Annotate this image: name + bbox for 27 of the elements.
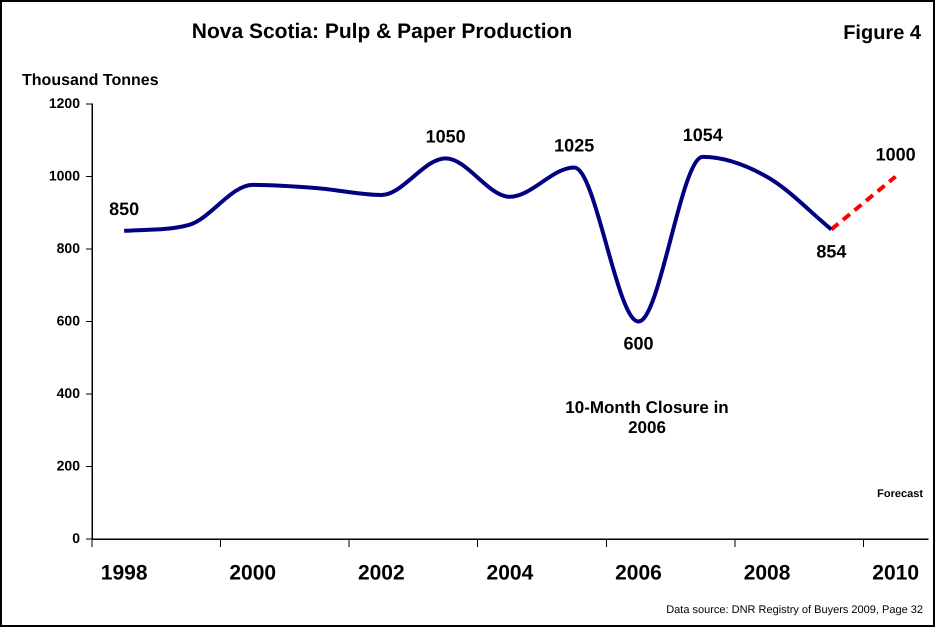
y-axis-title: Thousand Tonnes — [22, 72, 159, 90]
data-label: 1050 — [426, 126, 466, 146]
x-tick-label: 2000 — [229, 561, 276, 584]
x-tick-label: 2004 — [486, 561, 534, 584]
data-label: 600 — [623, 333, 654, 354]
annotation: Forecast — [877, 488, 923, 500]
data-label: 1000 — [876, 144, 916, 164]
source-note: Data source: DNR Registry of Buyers 2009, Page 32 — [666, 604, 923, 616]
x-tick-label: 2002 — [358, 561, 405, 584]
x-tick-label: 2006 — [615, 561, 662, 584]
x-tick-label: 2010 — [872, 561, 919, 584]
data-label: 1025 — [554, 135, 594, 156]
y-tick-label: 800 — [56, 240, 80, 256]
data-label: 854 — [816, 241, 846, 262]
x-tick-label: 2008 — [744, 561, 791, 584]
y-tick-label: 600 — [56, 312, 80, 328]
y-tick-label: 200 — [56, 457, 80, 474]
y-tick-label: 0 — [72, 530, 80, 546]
data-label: 1054 — [682, 124, 723, 145]
caption: Figure 4 — [843, 22, 921, 45]
y-tick-label: 1200 — [48, 94, 80, 111]
y-tick-label: 400 — [56, 384, 80, 401]
x-tick-label: 1998 — [100, 561, 148, 584]
chart-title: Nova Scotia: Pulp & Paper Production — [190, 20, 574, 44]
data-label: 850 — [109, 198, 140, 219]
y-tick-label: 1000 — [48, 167, 80, 184]
annotation: 10-Month Closure in 2006 — [564, 398, 730, 438]
